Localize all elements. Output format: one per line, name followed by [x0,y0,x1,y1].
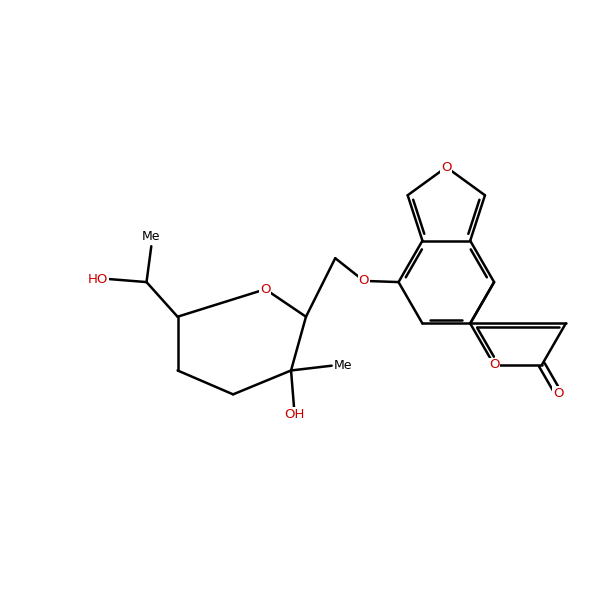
Text: O: O [359,274,369,287]
Text: Me: Me [334,359,353,372]
Text: HO: HO [88,272,108,286]
Text: Me: Me [142,230,161,242]
Text: O: O [489,358,499,371]
Text: O: O [441,161,452,173]
Text: O: O [260,283,271,296]
Text: O: O [553,387,563,400]
Text: OH: OH [284,407,304,421]
